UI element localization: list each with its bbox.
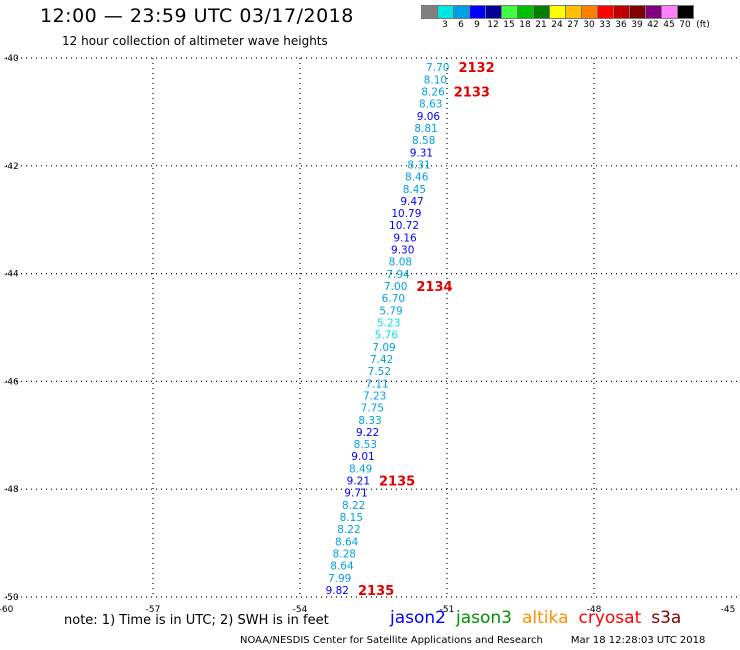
legend-bin-label: 33 <box>599 20 611 30</box>
pass-number: 2134 <box>416 280 452 295</box>
color-legend: 3 6 9 12 15 18 21 24 27 30 33 36 39 42 45 70 (ft) <box>421 5 710 33</box>
lat-tick-label: -42 <box>4 162 19 172</box>
lon-tick-label: -57 <box>146 605 161 615</box>
wave-height-label: 8.46 <box>405 172 429 184</box>
wave-height-label: 8.26 <box>421 86 445 98</box>
legend-bin-label: 18 <box>519 20 531 30</box>
footer-timestamp: Mar 18 12:28:03 UTC 2018 <box>570 635 706 646</box>
wave-height-label: 8.08 <box>389 257 412 269</box>
lon-tick-label: -45 <box>721 605 736 615</box>
wave-height-label: 7.11 <box>365 378 388 390</box>
lat-tick-label: -44 <box>4 270 19 280</box>
wave-height-label: 8.53 <box>354 439 377 451</box>
wave-height-label: 9.22 <box>356 427 379 439</box>
wave-height-label: 8.33 <box>358 415 381 427</box>
wave-height-label: 8.45 <box>403 184 426 196</box>
wave-height-label: 9.21 <box>347 476 370 488</box>
wave-height-label: 10.72 <box>389 220 419 232</box>
wave-height-label: 9.01 <box>351 451 374 463</box>
legend-labels: 3 6 9 12 15 18 21 24 27 30 33 36 39 42 45 70 (ft) <box>421 19 710 33</box>
wave-height-label: 9.82 <box>326 585 349 597</box>
map-grid <box>6 57 740 598</box>
legend-bin-label: 42 <box>647 20 659 30</box>
lon-tick-label: -60 <box>0 605 14 615</box>
wave-height-label: 7.42 <box>370 354 393 366</box>
axis-tick-labels: -40 -42 -44 -46 -48 -50 -60 -57 -54 -51 -48 -45 <box>0 54 735 615</box>
wave-height-label: 7.70 <box>426 62 449 74</box>
wave-height-label: 7.09 <box>372 342 395 354</box>
footer-agency: NOAA/NESDIS Center for Satellite Applica… <box>240 635 543 646</box>
wave-height-label: 9.16 <box>393 232 417 244</box>
wave-height-label: 8.31 <box>407 159 430 171</box>
pass-number: 2132 <box>458 61 494 76</box>
satellite-legend: jason2 jason3 altika cryosat s3a <box>390 608 691 628</box>
legend-bin-label: 30 <box>583 20 595 30</box>
legend-bin-label: 6 <box>458 20 464 30</box>
satellite-s3a: s3a <box>651 608 682 628</box>
legend-bin-label: 70 <box>679 20 691 30</box>
legend-bin-label: 3 <box>442 20 448 30</box>
wave-height-label: 8.28 <box>333 549 356 561</box>
wave-height-label: 5.76 <box>375 330 399 342</box>
legend-swatch <box>677 5 694 19</box>
lat-tick-label: -40 <box>4 54 19 64</box>
legend-bin-label: 27 <box>567 20 579 30</box>
wave-height-label: 9.06 <box>417 111 441 123</box>
pass-number: 2135 <box>379 475 415 490</box>
legend-unit: (ft) <box>696 20 710 30</box>
legend-bin-label: 21 <box>535 20 547 30</box>
wave-height-label: 7.94 <box>386 269 410 281</box>
legend-bin-label: 39 <box>631 20 643 30</box>
satellite-cryosat: cryosat <box>578 608 642 628</box>
lat-tick-label: -46 <box>4 377 19 387</box>
wave-height-label: 7.75 <box>361 403 384 415</box>
wave-height-label: 9.30 <box>391 245 414 257</box>
pass-number-labels: 2132 2133 2134 2135 2135 <box>358 61 495 599</box>
lon-tick-label: -54 <box>293 605 308 615</box>
wave-height-track: 7.708.108.268.639.068.818.589.318.318.46… <box>326 62 450 597</box>
footer: NOAA/NESDIS Center for Satellite Applica… <box>240 635 733 646</box>
legend-bin-label: 24 <box>551 20 563 30</box>
lat-tick-label: -50 <box>4 593 19 603</box>
wave-height-label: 8.81 <box>414 123 437 135</box>
wave-height-label: 9.47 <box>400 196 423 208</box>
wave-height-label: 8.64 <box>335 536 359 548</box>
wave-height-label: 7.23 <box>363 390 386 402</box>
wave-height-label: 8.15 <box>340 512 363 524</box>
legend-bin-label: 12 <box>487 20 499 30</box>
wave-height-label: 9.71 <box>344 488 367 500</box>
pass-number: 2133 <box>454 85 490 100</box>
legend-bin-label: 36 <box>615 20 627 30</box>
wave-height-label: 8.10 <box>424 74 447 86</box>
wave-height-label: 7.52 <box>368 366 391 378</box>
wave-height-label: 8.63 <box>419 99 442 111</box>
wave-height-label: 5.79 <box>379 305 402 317</box>
chart-title: 12:00 — 23:59 UTC 03/17/2018 <box>40 5 354 27</box>
legend-swatches <box>421 5 694 19</box>
wave-height-label: 8.22 <box>342 500 365 512</box>
wave-height-label: 5.23 <box>377 317 400 329</box>
legend-bin-label: 15 <box>503 20 515 30</box>
units-note: note: 1) Time is in UTC; 2) SWH is in fe… <box>64 613 329 628</box>
wave-height-label: 7.00 <box>384 281 407 293</box>
wave-height-label: 8.49 <box>349 463 372 475</box>
wave-height-label: 10.79 <box>391 208 421 220</box>
wave-height-label: 8.64 <box>330 561 354 573</box>
wave-height-label: 8.58 <box>412 135 435 147</box>
wave-height-label: 9.31 <box>410 147 433 159</box>
satellite-altika: altika <box>522 608 569 628</box>
wave-height-label: 7.99 <box>328 573 351 585</box>
wave-height-label: 8.22 <box>337 524 360 536</box>
lon-tick-label: -51 <box>440 605 455 615</box>
wave-height-label: 6.70 <box>382 293 405 305</box>
chart-subtitle: 12 hour collection of altimeter wave hei… <box>62 34 328 48</box>
satellite-jason3: jason3 <box>456 608 512 628</box>
legend-bin-label: 9 <box>474 20 480 30</box>
satellite-jason2: jason2 <box>390 608 446 628</box>
lon-tick-label: -48 <box>587 605 602 615</box>
legend-bin-label: 45 <box>663 20 675 30</box>
lat-tick-label: -48 <box>4 485 19 495</box>
pass-number: 2135 <box>358 584 394 599</box>
